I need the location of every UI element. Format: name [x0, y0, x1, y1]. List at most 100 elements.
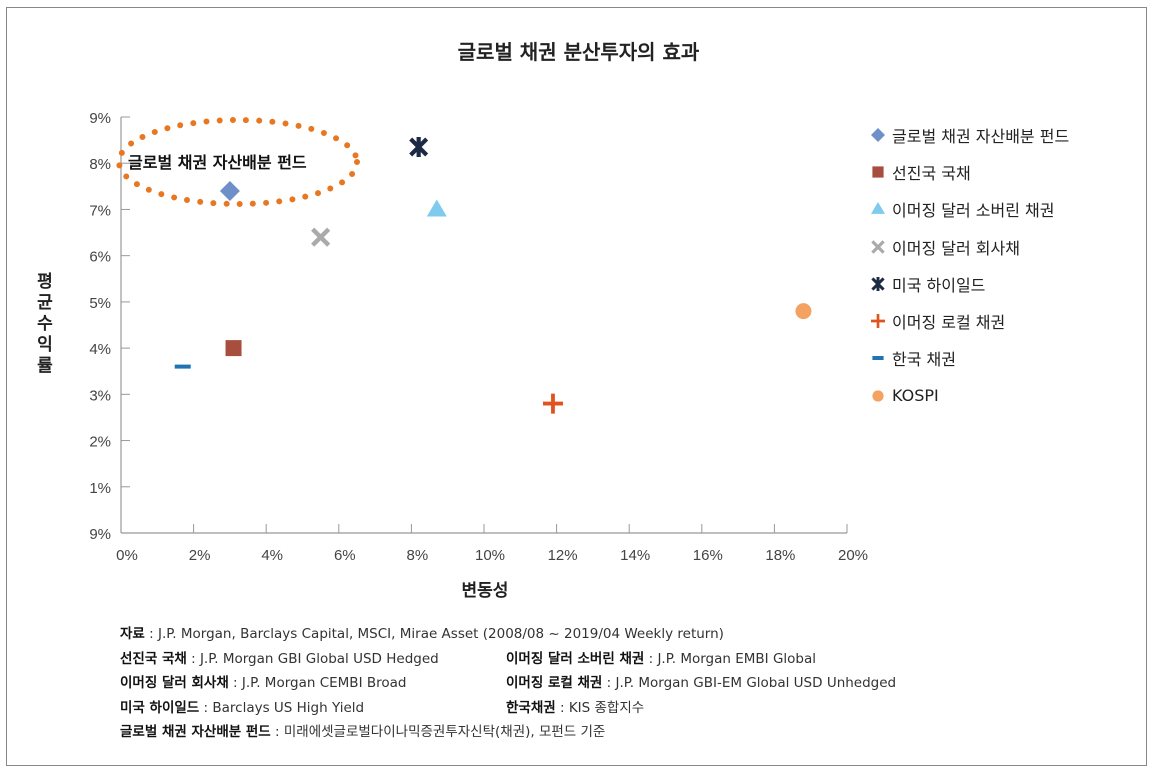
- x-tick-label: 16%: [693, 547, 723, 564]
- source-notes: 자료 : J.P. Morgan, Barclays Capital, MSCI…: [120, 622, 896, 745]
- y-tick-label: 6%: [89, 249, 111, 266]
- y-tick-label: 8%: [89, 156, 111, 173]
- legend-label: 글로벌 채권 자산배분 펀드: [892, 126, 1070, 146]
- x-tick-label: 0%: [116, 547, 138, 564]
- note-label: 이머징 달러 회사채: [120, 675, 229, 691]
- note-text: : Barclays US High Yield: [199, 699, 365, 716]
- note-item: 선진국 국채 : J.P. Morgan GBI Global USD Hedg…: [120, 647, 506, 672]
- square-marker: [225, 340, 242, 357]
- legend-marker-icon: [871, 276, 885, 291]
- legend-label: 선진국 국채: [892, 163, 971, 183]
- y-tick-label: 3%: [89, 387, 111, 404]
- legend-label: 미국 하이일드: [892, 275, 986, 295]
- data-point: [409, 137, 429, 158]
- legend-item: 글로벌 채권 자산배분 펀드: [870, 116, 1069, 153]
- frame-border: [6, 7, 1147, 766]
- legend-label: 이머징 달러 회사채: [892, 238, 1020, 258]
- x-tick-label: 18%: [765, 547, 795, 564]
- note-label: 이머징 로컬 채권: [506, 675, 603, 691]
- data-point: [225, 340, 242, 357]
- x-tick-label: 6%: [334, 547, 356, 564]
- circle-marker: [795, 303, 812, 320]
- triangle-marker: [426, 199, 447, 217]
- x-tick-label: 12%: [548, 547, 578, 564]
- legend-marker-icon: [871, 127, 885, 142]
- x-tick-label: 8%: [407, 547, 429, 564]
- y-tick-label: 9%: [89, 526, 111, 543]
- fund-label: 글로벌 채권 자산배분 펀드: [120, 724, 271, 740]
- dash-marker: [174, 364, 191, 369]
- diamond-marker: [871, 127, 885, 142]
- triangle-marker: [871, 202, 885, 215]
- asterisk-marker: [409, 137, 429, 158]
- data-point: [174, 364, 191, 369]
- legend-marker-icon: [871, 314, 885, 329]
- note-label: 선진국 국채: [120, 650, 187, 667]
- y-tick-label: 2%: [89, 434, 111, 451]
- source-label: 자료: [120, 626, 145, 642]
- legend-marker: [871, 239, 885, 254]
- circle-marker: [872, 390, 884, 402]
- x-marker: [311, 227, 331, 247]
- note-label: 미국 하이일드: [120, 699, 200, 716]
- legend-marker-icon: [871, 202, 885, 215]
- data-point: [795, 303, 812, 320]
- legend-marker: [872, 356, 884, 361]
- legend-item: 이머징 달러 소버린 채권: [870, 191, 1069, 228]
- legend-marker-icon: [872, 166, 884, 178]
- y-tick-label: 9%: [89, 110, 111, 127]
- x-tick-label: 10%: [475, 547, 505, 564]
- annotation-label: 글로벌 채권 자산배분 펀드: [128, 153, 307, 172]
- x-axis-label: 변동성: [461, 581, 509, 601]
- y-tick-label: 5%: [89, 295, 111, 312]
- legend-item: KOSPI: [870, 377, 1069, 414]
- legend-marker: [872, 390, 884, 402]
- legend-marker-icon: [871, 239, 885, 254]
- dash-marker: [872, 356, 884, 361]
- plus-marker: [542, 393, 563, 414]
- note-text: : J.P. Morgan EMBI Global: [644, 650, 817, 667]
- legend-item: 선진국 국채: [870, 153, 1069, 190]
- plus-marker: [871, 314, 885, 329]
- data-point: [426, 199, 447, 217]
- legend-item: 이머징 달러 회사채: [870, 228, 1069, 265]
- fund-text: : 미래에셋글로벌다이나믹증권투자신탁(채권), 모펀드 기준: [270, 724, 606, 740]
- data-point: [542, 393, 563, 414]
- x-tick-label: 20%: [838, 547, 868, 564]
- note-item: 이머징 로컬 채권 : J.P. Morgan GBI-EM Global US…: [506, 671, 896, 696]
- x-tick-label: 4%: [261, 547, 283, 564]
- x-tick-label: 2%: [189, 547, 211, 564]
- x-tick-label: 14%: [620, 547, 650, 564]
- legend-marker: [872, 166, 884, 178]
- note-label: 이머징 달러 소버린 채권: [506, 650, 645, 667]
- square-marker: [872, 166, 884, 178]
- source-text: : J.P. Morgan, Barclays Capital, MSCI, M…: [144, 626, 724, 642]
- note-item: 이머징 달러 소버린 채권 : J.P. Morgan EMBI Global: [506, 647, 892, 672]
- asterisk-marker: [871, 276, 885, 291]
- annotation-dotted-ellipse: [116, 117, 360, 207]
- legend-marker: [871, 127, 885, 142]
- note-item: 이머징 달러 회사채 : J.P. Morgan CEMBI Broad: [120, 671, 506, 696]
- legend-marker: [871, 314, 885, 329]
- note-text: : J.P. Morgan GBI Global USD Hedged: [186, 650, 439, 667]
- note-item: 한국채권 : KIS 종합지수: [506, 696, 892, 721]
- legend-label: 이머징 로컬 채권: [892, 313, 1006, 333]
- note-item: 미국 하이일드 : Barclays US High Yield: [120, 696, 506, 721]
- note-text: : KIS 종합지수: [555, 699, 645, 716]
- legend-marker: [871, 276, 885, 291]
- legend-marker: [871, 202, 885, 215]
- data-point: [219, 180, 240, 201]
- legend-marker-icon: [872, 356, 884, 361]
- legend-label: KOSPI: [892, 386, 939, 406]
- legend-label: 이머징 달러 소버린 채권: [892, 201, 1055, 221]
- y-tick-label: 4%: [89, 341, 111, 358]
- legend-item: 미국 하이일드: [870, 265, 1069, 302]
- y-tick-label: 1%: [89, 480, 111, 497]
- legend-label: 한국 채권: [892, 350, 956, 370]
- y-tick-label: 7%: [89, 202, 111, 219]
- note-text: : J.P. Morgan CEMBI Broad: [228, 675, 407, 691]
- note-text: : J.P. Morgan GBI-EM Global USD Unhedged: [602, 675, 897, 691]
